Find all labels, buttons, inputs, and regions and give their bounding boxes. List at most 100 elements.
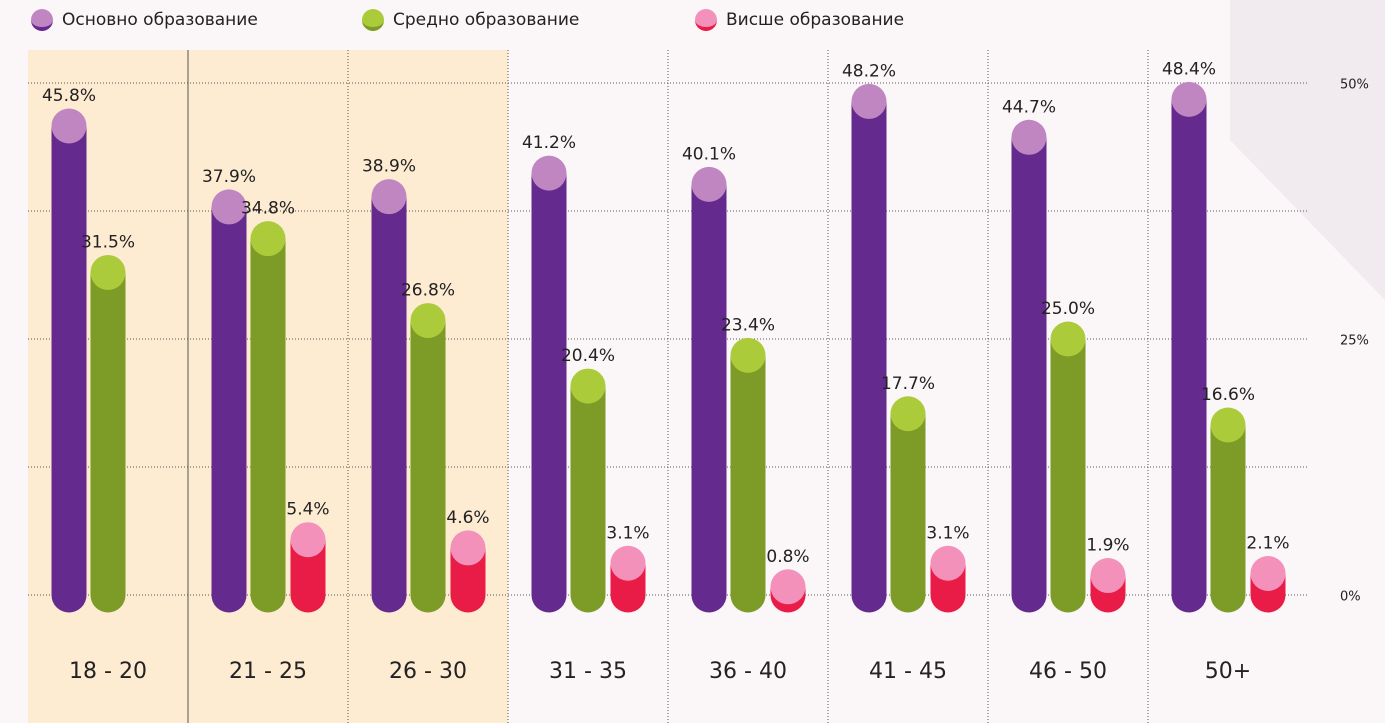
- data-label: 48.4%: [1162, 59, 1216, 79]
- legend-swatch: [362, 9, 384, 31]
- bar: [930, 545, 966, 613]
- x-tick-label: 21 - 25: [229, 659, 307, 684]
- bar-body: [1011, 137, 1047, 613]
- bar-cap: [531, 155, 567, 191]
- bar: [90, 254, 126, 613]
- bar-cap: [51, 108, 87, 144]
- legend-swatch: [31, 9, 53, 31]
- bar-cap: [691, 166, 727, 202]
- bar-cap: [290, 522, 326, 558]
- bar-cap: [1011, 119, 1047, 155]
- bar-cap: [90, 254, 126, 290]
- y-tick-label: 50%: [1340, 78, 1369, 93]
- bar-body: [730, 355, 766, 613]
- bar: [770, 569, 806, 613]
- data-label: 17.7%: [881, 374, 935, 394]
- bar-body: [691, 184, 727, 613]
- data-label: 2.1%: [1246, 533, 1289, 553]
- bar: [290, 522, 326, 613]
- bar-cap: [1250, 555, 1286, 591]
- bar-body: [290, 539, 326, 613]
- bar-body: [250, 238, 286, 613]
- bar-body: [211, 206, 247, 613]
- data-label: 26.8%: [401, 281, 455, 301]
- bar-cap: [730, 337, 766, 373]
- legend-label: Средно образование: [393, 10, 579, 30]
- bar-cap: [890, 396, 926, 432]
- data-label: 41.2%: [522, 133, 576, 153]
- legend-swatch-shade: [31, 20, 53, 31]
- bar-body: [51, 126, 87, 613]
- decoration: [1230, 0, 1385, 300]
- bar-cap: [450, 530, 486, 566]
- bar-body: [371, 196, 407, 613]
- data-label: 38.9%: [362, 157, 416, 177]
- data-label: 5.4%: [286, 500, 329, 520]
- legend-label: Основно образование: [62, 10, 258, 30]
- bar: [610, 545, 646, 613]
- x-tick-label: 36 - 40: [709, 659, 787, 684]
- legend-swatch-shade: [362, 20, 384, 31]
- data-label: 1.9%: [1086, 536, 1129, 556]
- data-label: 16.6%: [1201, 385, 1255, 405]
- bar-cap: [410, 303, 446, 339]
- data-label: 3.1%: [926, 523, 969, 543]
- bar-cap: [770, 569, 806, 605]
- bar-cap: [1050, 321, 1086, 357]
- bar-body: [1210, 425, 1246, 613]
- bar-body: [570, 386, 606, 613]
- bar: [1250, 555, 1286, 613]
- bar-cap: [250, 221, 286, 257]
- bar: [1090, 558, 1126, 613]
- bar-body: [90, 272, 126, 613]
- bar: [450, 530, 486, 613]
- bar-body: [531, 173, 567, 613]
- bar-cap: [610, 545, 646, 581]
- y-tick-label: 0%: [1340, 590, 1361, 605]
- bar: [371, 179, 407, 613]
- bar-body: [1050, 339, 1086, 613]
- bar-body: [450, 547, 486, 613]
- bar: [730, 337, 766, 613]
- bar: [531, 155, 567, 613]
- legend-label: Висше образование: [726, 10, 904, 30]
- data-label: 45.8%: [42, 86, 96, 106]
- bar: [1210, 407, 1246, 613]
- bar: [1011, 119, 1047, 613]
- bar-cap: [1210, 407, 1246, 443]
- legend-swatch: [695, 9, 717, 31]
- x-tick-label: 46 - 50: [1029, 659, 1107, 684]
- bar: [890, 396, 926, 613]
- bar-cap: [371, 179, 407, 215]
- bar-body: [1171, 99, 1207, 613]
- bar: [691, 166, 727, 613]
- x-tick-label: 50+: [1205, 659, 1251, 684]
- bar-body: [410, 320, 446, 613]
- bar: [410, 303, 446, 613]
- bar-cap: [1090, 558, 1126, 594]
- bar-cap: [930, 545, 966, 581]
- x-tick-label: 41 - 45: [869, 659, 947, 684]
- legend-swatch-shade: [695, 20, 717, 31]
- data-label: 23.4%: [721, 315, 775, 335]
- data-label: 34.8%: [241, 199, 295, 219]
- bar-cap: [1171, 81, 1207, 117]
- data-label: 3.1%: [606, 523, 649, 543]
- data-label: 48.2%: [842, 61, 896, 81]
- data-label: 20.4%: [561, 346, 615, 366]
- bar: [851, 83, 887, 613]
- data-label: 25.0%: [1041, 299, 1095, 319]
- x-tick-label: 31 - 35: [549, 659, 627, 684]
- bar-body: [890, 413, 926, 613]
- data-label: 31.5%: [81, 232, 135, 252]
- bar: [1050, 321, 1086, 613]
- bar: [250, 221, 286, 613]
- data-label: 37.9%: [202, 167, 256, 187]
- bar: [211, 189, 247, 613]
- x-tick-label: 18 - 20: [69, 659, 147, 684]
- bar: [51, 108, 87, 613]
- y-tick-label: 25%: [1340, 334, 1369, 349]
- data-label: 4.6%: [446, 508, 489, 528]
- bar: [570, 368, 606, 613]
